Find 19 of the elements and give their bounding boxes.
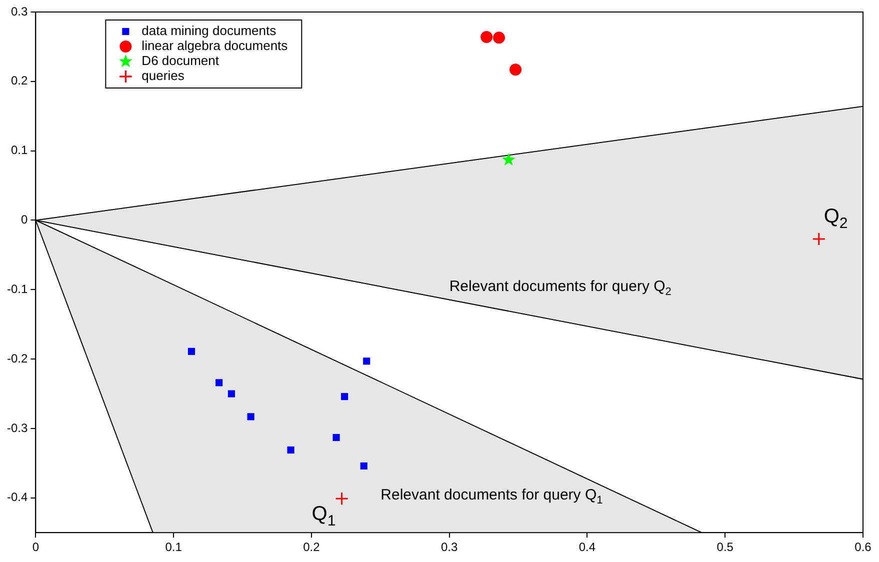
legend-label: data mining documents [142, 23, 277, 38]
x-tick-label: 0.4 [578, 540, 596, 554]
y-tick-label: -0.4 [6, 490, 28, 504]
x-tick-label: 0.2 [303, 540, 320, 554]
x-tick-label: 0 [32, 540, 40, 554]
legend-label: linear algebra documents [142, 38, 288, 54]
x-tick-label: 0.1 [165, 540, 182, 554]
y-tick-label: -0.1 [6, 282, 28, 296]
y-tick-label: -0.3 [6, 420, 28, 435]
x-tick-label: 0.3 [440, 540, 458, 554]
y-tick-label: 0.2 [10, 74, 28, 88]
y-tick-label: 0.1 [10, 143, 28, 158]
legend-label: D6 document [142, 53, 220, 68]
legend-label: queries [142, 68, 185, 84]
x-tick-label: 0.5 [716, 540, 734, 554]
x-tick-label: 0.6 [854, 540, 872, 554]
y-tick-label: 0 [20, 212, 28, 227]
y-tick-label: 0.3 [10, 4, 28, 18]
y-tick-label: -0.2 [6, 351, 28, 366]
